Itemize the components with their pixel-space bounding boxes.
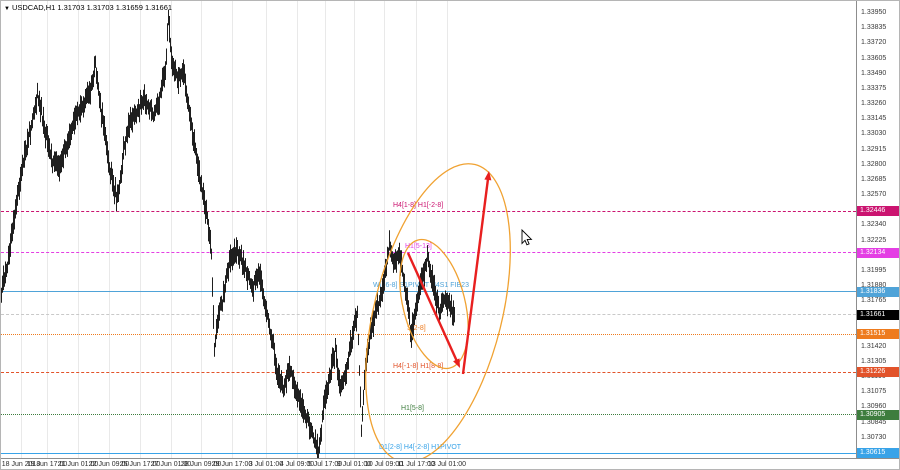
- level-price-badge[interactable]: 1.32446: [857, 206, 899, 217]
- time-tick-label: 10 Jul 09:00: [364, 461, 404, 468]
- time-tick-label: 18 Jun 2018: [1, 461, 41, 468]
- level-line[interactable]: [1, 314, 856, 316]
- price-tick-label: 1.33605: [861, 54, 887, 62]
- price-axis[interactable]: 1.33950 1.33835 1.33720 1.33605 1.33490 1.333…: [856, 1, 899, 458]
- grid-line-vertical: [21, 1, 22, 458]
- level-line[interactable]: [1, 333, 856, 335]
- level-line[interactable]: [1, 252, 856, 254]
- grid-line-vertical: [447, 1, 448, 458]
- level-label-text: D1[2-8] H4[-2-8] H1PIVOT: [379, 443, 462, 451]
- price-tick-label: 1.31305: [861, 357, 887, 365]
- price-tick-label: 1.31880: [861, 282, 887, 290]
- grid-line-vertical: [47, 1, 48, 458]
- level-line[interactable]: [1, 371, 856, 373]
- grid-line-vertical: [354, 1, 355, 458]
- grid-line-vertical: [140, 1, 141, 458]
- symbol-marker-icon: ▼: [4, 6, 10, 12]
- grid-line-vertical: [416, 1, 417, 458]
- grid-line-vertical: [201, 1, 202, 458]
- level-price-badge[interactable]: 1.31515: [857, 329, 899, 340]
- level-price-badge[interactable]: 1.31836: [857, 286, 899, 297]
- time-tick-label: 13 Jul 01:00: [427, 461, 467, 468]
- chart-plot-area[interactable]: H4[1-8] H1[-2-8] H1[5-13] W[56-8] S1PIVOT …: [1, 1, 856, 458]
- level-price-badge[interactable]: 1.30905: [857, 409, 899, 420]
- time-tick-label: 3 Jul 01:00: [248, 461, 284, 468]
- price-tick-label: 1.33375: [861, 84, 887, 92]
- price-tick-label: 1.33720: [861, 39, 887, 47]
- grid-line-vertical: [232, 1, 233, 458]
- price-tick-label: 1.31995: [861, 266, 887, 274]
- time-tick-label: 27 Jun 01:00: [150, 461, 192, 468]
- price-tick-label: 1.32225: [861, 236, 887, 244]
- time-tick-label: 4 Jul 09:00: [279, 461, 315, 468]
- level-label-text: H1[5-8]: [401, 405, 424, 413]
- time-tick-label: 29 Jun 17:00: [211, 461, 253, 468]
- symbol-ohlc-text: USDCAD,H1 1.31703 1.31703 1.31659 1.3166…: [11, 3, 173, 12]
- level-line[interactable]: [1, 414, 856, 416]
- price-tick-label: 1.31075: [861, 388, 887, 396]
- level-label-text: H4[-1-8] H1[8-8]: [393, 362, 444, 370]
- grid-line-vertical: [171, 1, 172, 458]
- price-tick-label: 1.33950: [861, 9, 887, 16]
- level-line[interactable]: [1, 291, 856, 293]
- time-tick-label: 5 Jul 17:00: [307, 461, 343, 468]
- time-tick-label: 19 Jun 17:00: [26, 461, 68, 468]
- level-price-badge[interactable]: 1.30615: [857, 448, 899, 458]
- price-tick-label: 1.33145: [861, 115, 887, 123]
- time-axis[interactable]: 18 Jun 2018 19 Jun 17:00 21 Jun 01:00 22 Ju…: [1, 458, 899, 469]
- time-tick-label: 9 Jul 01:00: [336, 461, 372, 468]
- time-tick-label: 25 Jun 17:00: [119, 461, 161, 468]
- level-label-text: W[56-8] S1PIVOT H4S1 FIB23: [373, 282, 469, 290]
- time-tick-label: 11 Jul 17:00: [397, 461, 435, 468]
- level-price-badge[interactable]: 1.31661: [857, 309, 899, 320]
- grid-line-vertical: [297, 1, 298, 458]
- price-tick-label: 1.33260: [861, 100, 887, 108]
- grid-line-vertical: [384, 1, 385, 458]
- level-line[interactable]: [1, 452, 856, 454]
- time-tick-label: 22 Jun 09:00: [88, 461, 130, 468]
- grid-line-vertical: [109, 1, 110, 458]
- grid-line-vertical: [266, 1, 267, 458]
- symbol-ohlc-header: ▼ USDCAD,H1 1.31703 1.31703 1.31659 1.316…: [4, 3, 172, 12]
- price-tick-label: 1.32800: [861, 160, 887, 168]
- level-label-text: S[2-8]: [407, 324, 426, 332]
- level-line[interactable]: [1, 210, 856, 212]
- price-tick-label: 1.32340: [861, 221, 887, 229]
- price-tick-label: 1.33030: [861, 130, 887, 138]
- price-tick-label: 1.30960: [861, 403, 887, 411]
- grid-line-vertical: [78, 1, 79, 458]
- price-tick-label: 1.31765: [861, 297, 887, 305]
- grid-line-vertical: [325, 1, 326, 458]
- price-tick-label: 1.33490: [861, 69, 887, 77]
- level-price-badge[interactable]: 1.31226: [857, 367, 899, 378]
- price-tick-label: 1.32570: [861, 191, 887, 199]
- time-tick-label: 28 Jun 09:00: [180, 461, 222, 468]
- level-price-badge[interactable]: 1.32134: [857, 247, 899, 258]
- price-tick-label: 1.31420: [861, 342, 887, 350]
- price-tick-label: 1.30845: [861, 418, 887, 426]
- level-label-text: H4[1-8] H1[-2-8]: [393, 201, 444, 209]
- price-tick-label: 1.30730: [861, 433, 887, 441]
- level-label-text: H1[5-13]: [405, 243, 432, 251]
- price-tick-label: 1.32685: [861, 175, 887, 183]
- price-tick-label: 1.32915: [861, 145, 887, 153]
- time-tick-label: 21 Jun 01:00: [57, 461, 99, 468]
- price-tick-label: 1.33835: [861, 24, 887, 32]
